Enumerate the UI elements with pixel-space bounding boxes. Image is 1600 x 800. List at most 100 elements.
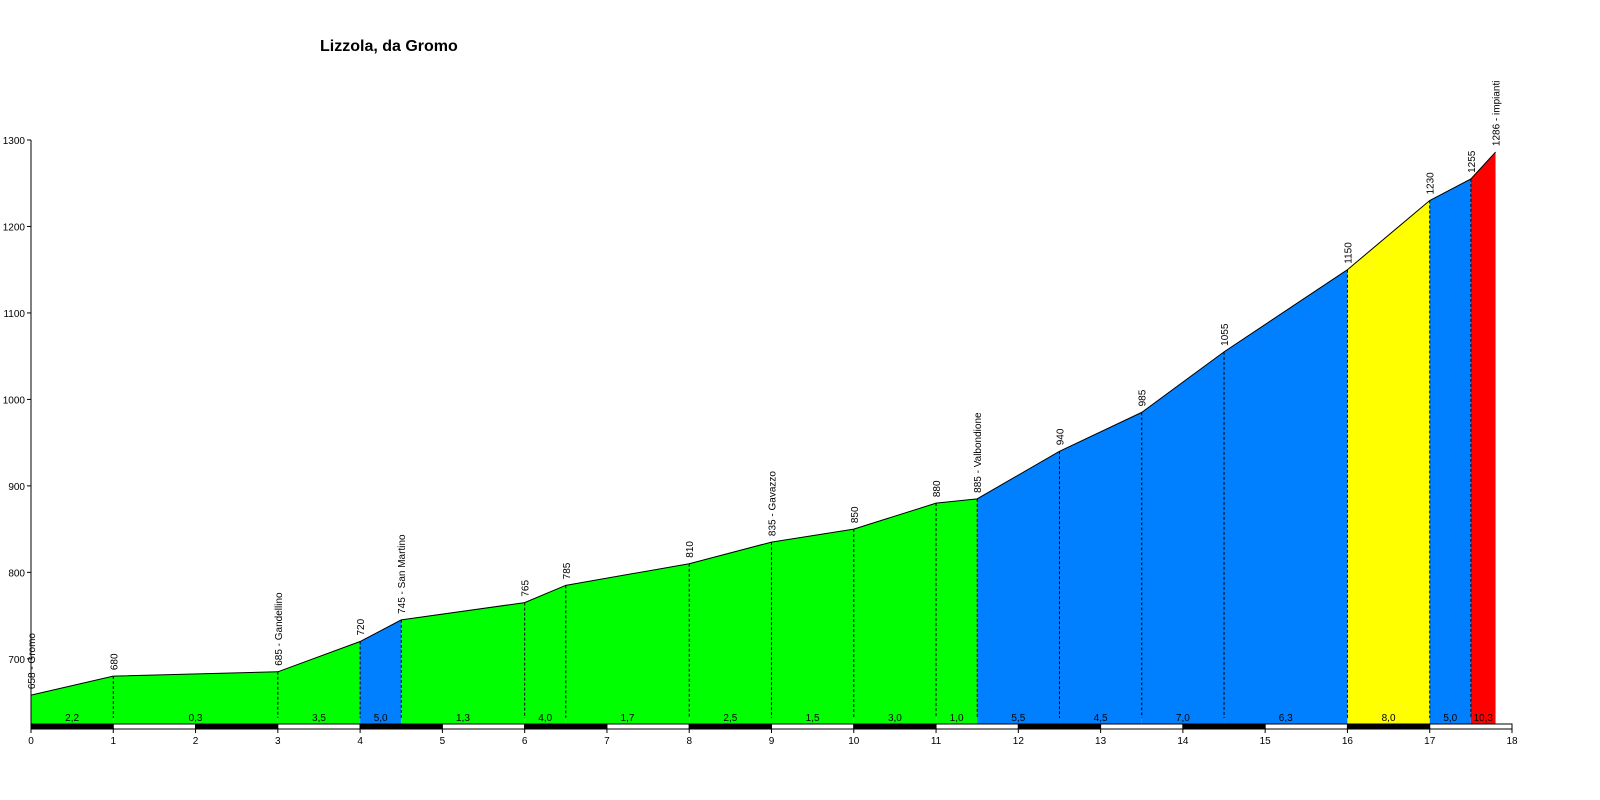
altitude-label: 785 — [562, 562, 573, 579]
gradient-label: 1,0 — [950, 713, 964, 724]
profile-segment-16 — [1347, 200, 1430, 728]
gradient-label: 4,0 — [538, 713, 552, 724]
gradient-label: 1,5 — [806, 713, 820, 724]
profile-segment-6 — [524, 585, 566, 728]
km-scale-block — [606, 723, 690, 730]
altitude-label: 680 — [109, 653, 120, 670]
altitude-label: 940 — [1055, 428, 1066, 445]
km-scale-block — [1182, 723, 1266, 730]
x-tick-label: 5 — [440, 736, 446, 747]
altitude-label: 985 — [1138, 389, 1149, 406]
gradient-label: 2,5 — [723, 713, 737, 724]
km-scale-block — [1346, 723, 1431, 730]
gradient-label: 1,3 — [456, 713, 470, 724]
km-scale-block — [30, 723, 114, 730]
km-scale-block — [1017, 723, 1102, 730]
gradient-label: 5,0 — [374, 713, 388, 724]
profile-segment-12 — [977, 451, 1060, 728]
altitude-label: 1286 - impianti — [1492, 81, 1503, 147]
km-scale-block — [112, 723, 197, 730]
km-scale-block — [688, 723, 773, 730]
profile-segment-9 — [771, 529, 854, 728]
gradient-label: 0,3 — [189, 713, 203, 724]
chart-title: Lizzola, da Gromo — [320, 38, 458, 55]
km-scale-block — [359, 723, 443, 730]
altitude-label: 745 - San Martino — [397, 534, 408, 614]
altitude-label: 885 - Valbondione — [973, 412, 984, 493]
gradient-label: 8,0 — [1382, 713, 1396, 724]
y-tick-label: 1000 — [3, 395, 26, 406]
gradient-label: 6,3 — [1279, 713, 1293, 724]
profile-segment-13 — [1059, 412, 1142, 728]
gradient-label: 5,0 — [1443, 713, 1457, 724]
x-tick-label: 12 — [1013, 736, 1025, 747]
km-scale-block — [771, 723, 855, 730]
y-tick-label: 1300 — [3, 136, 26, 147]
profile-segment-8 — [689, 542, 772, 728]
x-tick-label: 13 — [1095, 736, 1107, 747]
profile-segment-15 — [1224, 269, 1348, 728]
altitude-label: 685 - Gandellino — [274, 592, 285, 666]
x-tick-label: 11 — [931, 736, 942, 747]
x-tick-label: 8 — [686, 736, 692, 747]
x-tick-label: 10 — [848, 736, 860, 747]
km-scale-block — [1100, 723, 1184, 730]
altitude-label: 1230 — [1426, 172, 1437, 195]
y-tick-label: 1200 — [3, 222, 26, 233]
altitude-label: 850 — [850, 506, 861, 523]
y-tick-label: 1100 — [3, 309, 25, 320]
km-scale-block — [935, 723, 1019, 730]
altitude-label: 720 — [356, 618, 367, 635]
gradient-label: 5,5 — [1011, 713, 1025, 724]
gradient-label: 7,0 — [1176, 713, 1190, 724]
km-scale-block — [524, 723, 608, 730]
x-tick-label: 7 — [604, 736, 610, 747]
km-scale-block — [441, 723, 526, 730]
gradient-label: 4,5 — [1094, 713, 1108, 724]
y-tick-label: 700 — [8, 655, 25, 666]
x-tick-label: 14 — [1177, 736, 1189, 747]
profile-segment-7 — [565, 563, 690, 728]
altitude-label: 880 — [932, 480, 943, 497]
altitude-label: 810 — [685, 541, 696, 558]
x-tick-label: 18 — [1506, 736, 1518, 747]
x-tick-label: 3 — [275, 736, 281, 747]
profile-segment-18 — [1470, 152, 1496, 728]
km-scale-block — [195, 723, 279, 730]
km-scale-block — [277, 723, 361, 730]
profile-segment-3 — [277, 641, 361, 728]
altitude-label: 1255 — [1467, 150, 1478, 173]
x-tick-label: 0 — [28, 736, 34, 747]
altitude-label: 835 - Gavazzo — [768, 471, 779, 536]
profile-segment-11 — [936, 498, 978, 728]
profile-segment-10 — [853, 503, 937, 728]
profile-segment-5 — [401, 602, 525, 728]
altitude-label: 1150 — [1343, 242, 1354, 264]
km-scale-block — [1429, 723, 1513, 730]
gradient-label: 1,7 — [621, 713, 635, 724]
altitude-label: 765 — [521, 579, 532, 596]
x-tick-label: 1 — [110, 736, 116, 747]
profile-segment-1 — [31, 676, 114, 728]
y-tick-label: 800 — [8, 568, 25, 579]
x-tick-label: 4 — [357, 736, 363, 747]
x-tick-label: 9 — [769, 736, 775, 747]
profile-segment-17 — [1429, 178, 1471, 729]
profile-segment-2 — [113, 671, 278, 728]
gradient-label: 10,3 — [1473, 713, 1493, 724]
gradient-label: 3,5 — [312, 713, 326, 724]
profile-segment-4 — [360, 619, 402, 728]
gradient-label: 2,2 — [65, 713, 79, 724]
km-scale-block — [853, 723, 937, 730]
x-tick-label: 6 — [522, 736, 528, 747]
profile-segment-14 — [1141, 351, 1225, 728]
x-tick-label: 17 — [1424, 736, 1436, 747]
x-tick-label: 16 — [1342, 736, 1354, 747]
altitude-label: 1055 — [1220, 323, 1231, 346]
x-tick-label: 15 — [1260, 736, 1272, 747]
altitude-label: 658 - Gromo — [27, 633, 38, 690]
x-tick-label: 2 — [193, 736, 199, 747]
y-tick-label: 900 — [8, 482, 25, 493]
km-scale-block — [1264, 723, 1348, 730]
